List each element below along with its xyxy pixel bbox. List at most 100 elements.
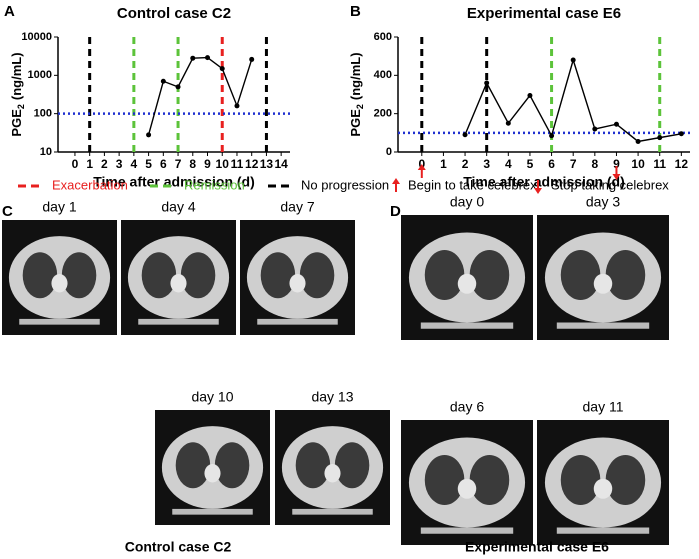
ct-lung [295, 442, 331, 489]
y-tick-label: 1000 [28, 69, 52, 81]
data-point [527, 92, 533, 98]
data-point [635, 138, 641, 144]
x-tick-label: 8 [591, 157, 598, 171]
y-axis-label-part: (ng/mL) [348, 52, 363, 100]
ct-lung [299, 252, 335, 299]
panel-label: B [350, 3, 361, 20]
ct-lung [141, 252, 177, 299]
legend-label: Stop taking celebrex [551, 177, 669, 192]
ct-image [401, 215, 533, 340]
x-tick-label: 14 [274, 157, 288, 171]
ct-lung [424, 455, 465, 505]
data-point [678, 131, 684, 137]
ct-lung [175, 442, 211, 489]
ct-lung [260, 252, 296, 299]
y-tick-label: 0 [386, 146, 392, 158]
ct-lung [469, 455, 510, 505]
data-point [657, 135, 663, 141]
y-axis-label-part: 2 [355, 104, 365, 109]
ct-table [292, 508, 373, 515]
y-tick-label: 600 [374, 31, 392, 43]
ct-table [19, 318, 100, 325]
x-tick-label: 8 [189, 157, 196, 171]
ct-lung [334, 442, 370, 489]
ct-image [2, 220, 117, 335]
arrow-head [612, 174, 621, 180]
ct-heart [51, 274, 68, 293]
data-point [146, 132, 152, 138]
x-tick-label: 5 [145, 157, 152, 171]
data-point [175, 84, 181, 90]
ct-table [556, 322, 650, 329]
x-tick-label: 12 [245, 157, 259, 171]
x-tick-label: 0 [418, 157, 425, 171]
image-caption: day 4 [161, 199, 195, 215]
data-point [570, 57, 576, 63]
ct-heart [170, 274, 187, 293]
y-axis-label: PGE2 (ng/mL) [9, 52, 26, 136]
x-tick-label: 6 [160, 157, 167, 171]
image-caption: day 1 [42, 199, 76, 215]
ct-lung [180, 252, 216, 299]
x-tick-label: 10 [631, 157, 645, 171]
panel-label: A [4, 3, 15, 20]
ct-heart [204, 464, 221, 483]
x-tick-label: 3 [116, 157, 123, 171]
x-tick-label: 1 [440, 157, 447, 171]
image-caption: day 11 [583, 399, 624, 415]
chart-title: Control case C2 [117, 5, 231, 22]
x-tick-label: 1 [86, 157, 93, 171]
x-tick-label: 2 [101, 157, 108, 171]
ct-image [537, 215, 669, 340]
data-point [592, 126, 598, 132]
ct-table [138, 318, 219, 325]
x-tick-label: 4 [131, 157, 138, 171]
y-tick-label: 400 [374, 69, 392, 81]
data-point [219, 66, 225, 72]
ct-lung [605, 455, 646, 505]
y-tick-label: 200 [374, 108, 392, 120]
ct-heart [593, 273, 613, 294]
data-line [147, 56, 253, 136]
panel-label: D [390, 203, 401, 220]
y-tick-label: 10 [40, 146, 52, 158]
ct-lung [22, 252, 58, 299]
data-point [484, 80, 490, 86]
y-axis-label: PGE2 (ng/mL) [348, 52, 365, 136]
ct-image [537, 420, 669, 545]
ct-heart [457, 273, 477, 294]
data-point [613, 121, 619, 127]
ct-table [420, 322, 514, 329]
data-point [234, 103, 240, 109]
arrow-head [417, 164, 426, 170]
ct-lung [214, 442, 250, 489]
legend-label: No progression [301, 177, 389, 192]
legend-label: Begin to take celebrex [408, 177, 537, 192]
ct-image [155, 410, 270, 525]
ct-image [121, 220, 236, 335]
x-tick-label: 11 [653, 157, 666, 171]
arrow-head [534, 188, 542, 194]
image-caption: day 6 [450, 399, 484, 415]
data-point [205, 55, 211, 61]
x-tick-label: 7 [175, 157, 182, 171]
legend-swatch [534, 180, 542, 194]
ct-table [556, 527, 650, 534]
legend-swatch [392, 178, 400, 192]
image-caption: day 0 [450, 194, 484, 210]
x-axis-label: Time after admission (d) [93, 174, 255, 190]
data-point [249, 56, 255, 62]
image-caption: day 13 [311, 389, 353, 405]
arrow-head [392, 178, 400, 184]
data-point [505, 120, 511, 126]
x-tick-label: 10 [216, 157, 230, 171]
ct-heart [324, 464, 341, 483]
y-tick-label: 10000 [21, 31, 52, 43]
ct-lung [605, 250, 646, 300]
ct-lung [61, 252, 97, 299]
x-tick-label: 6 [548, 157, 555, 171]
ct-table [257, 318, 338, 325]
ct-heart [289, 274, 306, 293]
legend-label: Remission [184, 177, 245, 192]
